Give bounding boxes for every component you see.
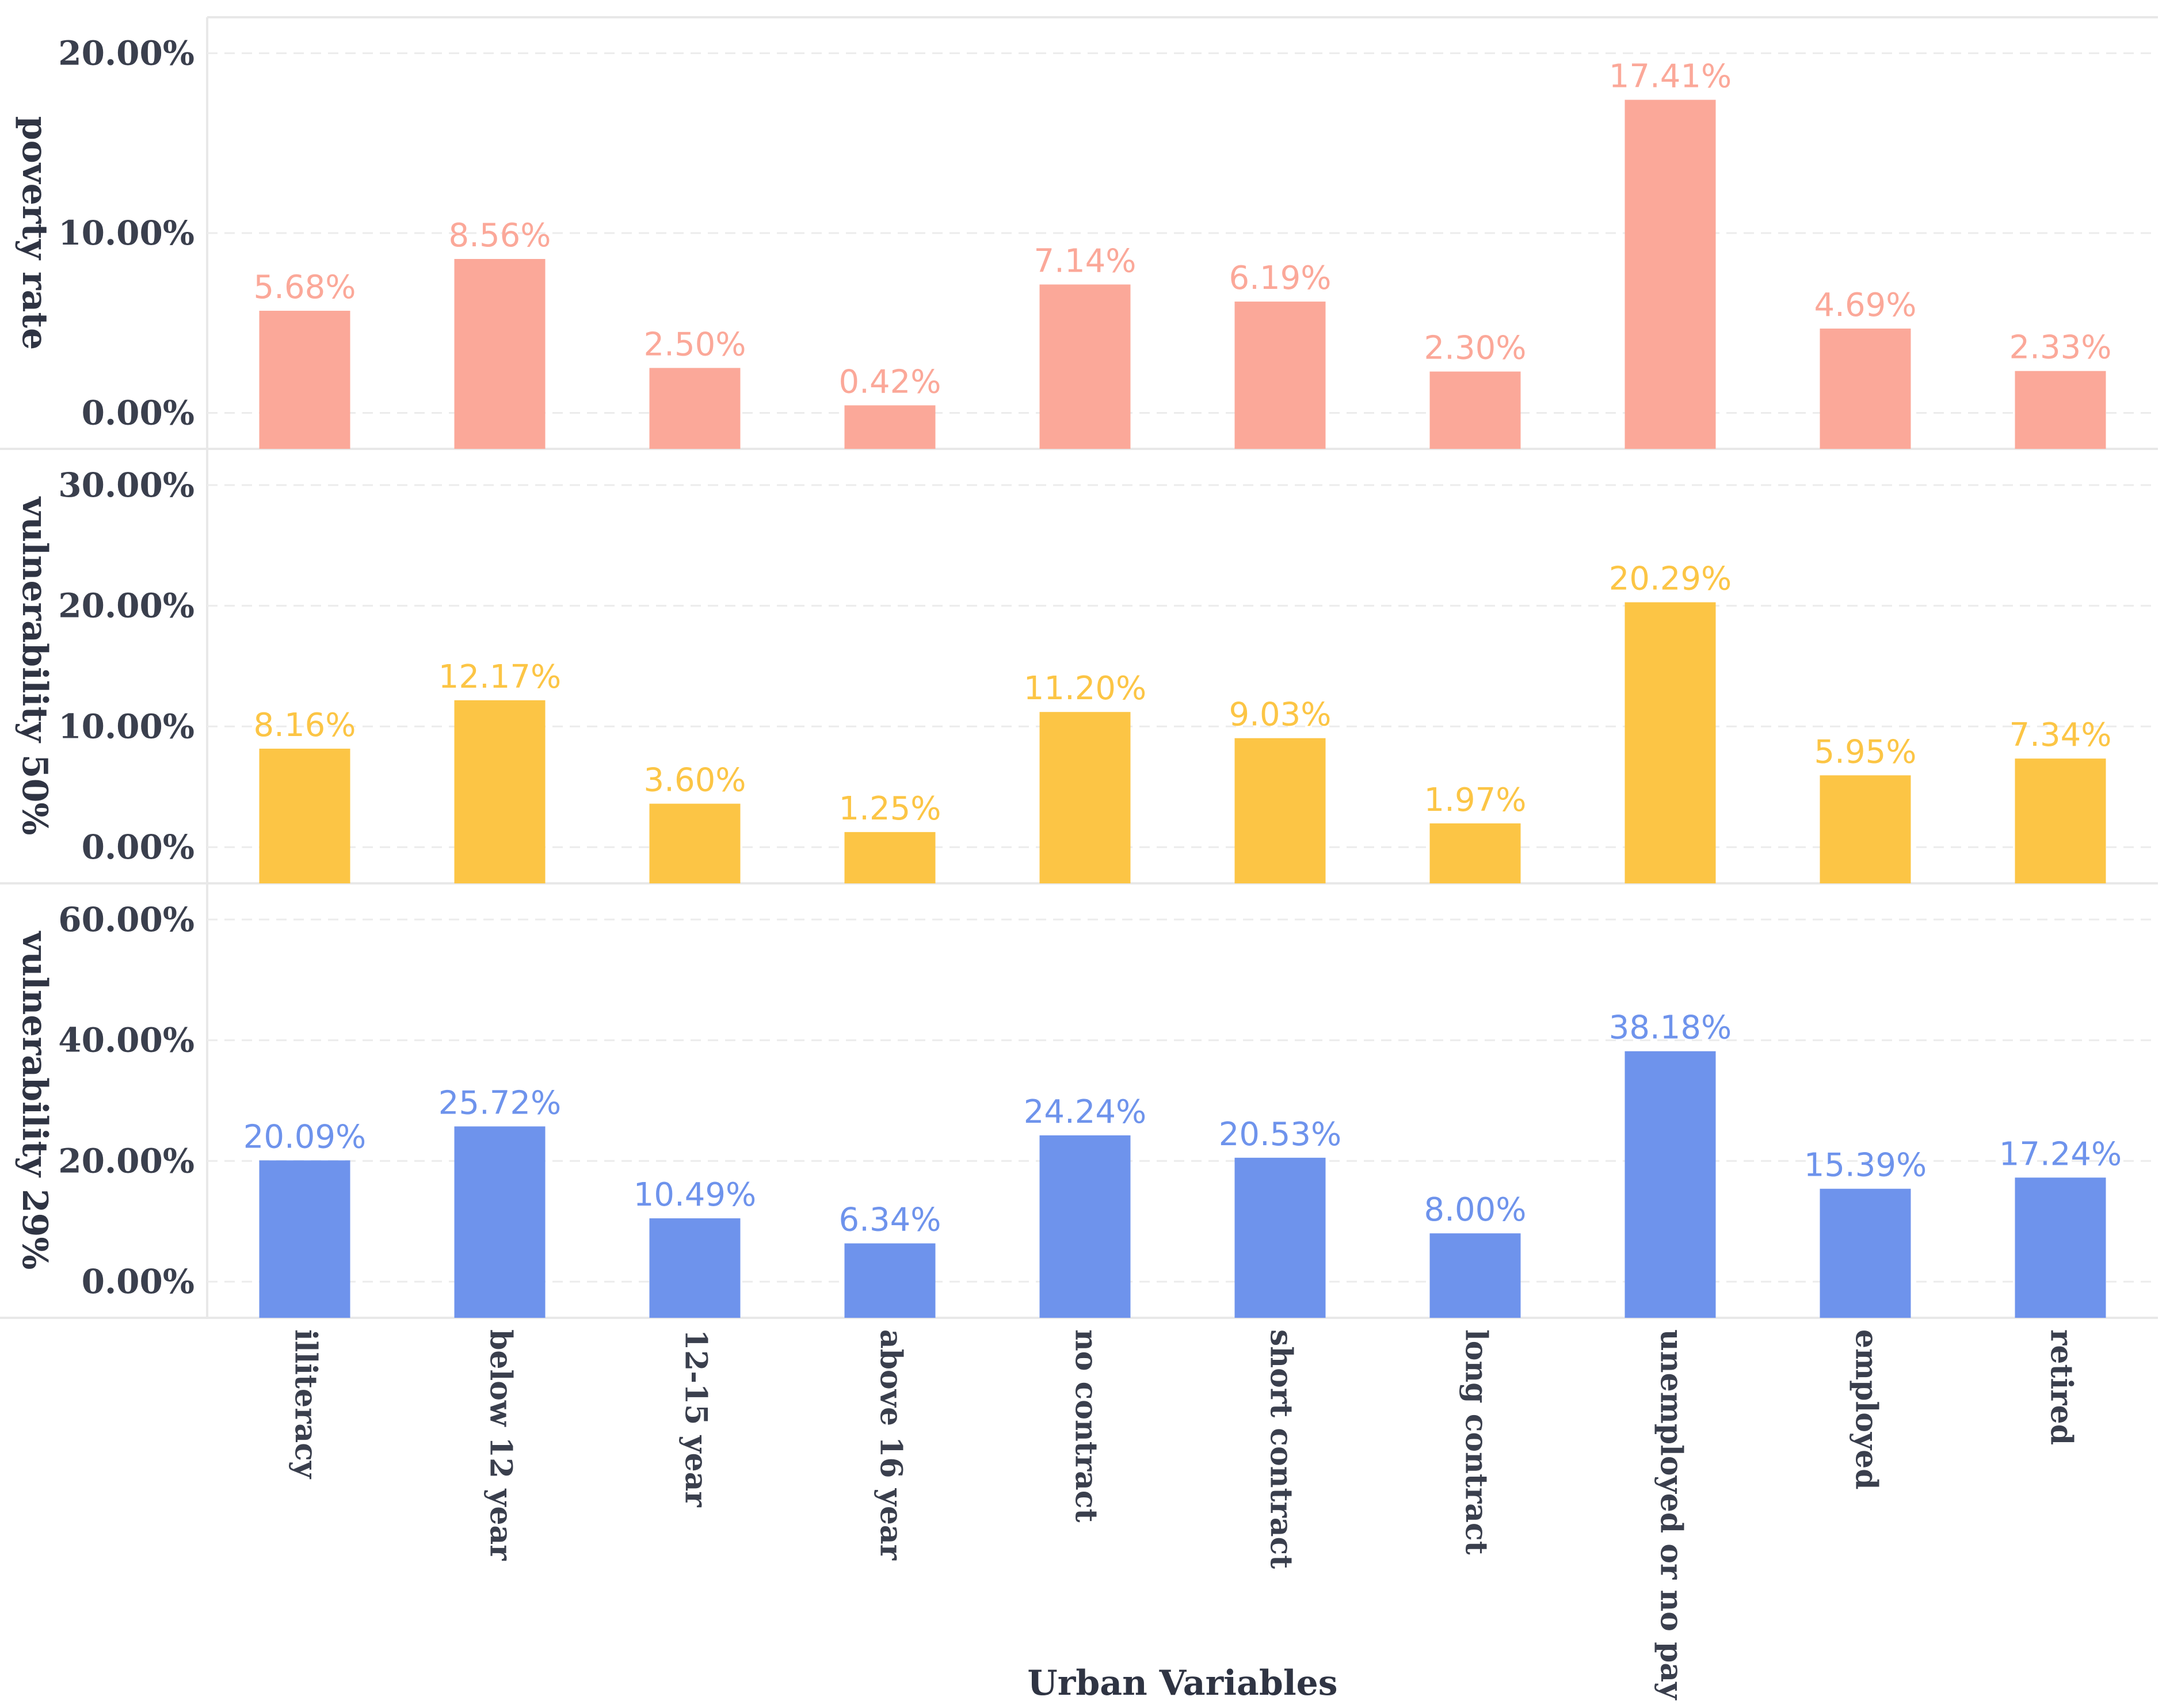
bar [2015,758,2106,883]
chart-panels: 0.00% 10.00% 20.00% poverty rate 5.68% 8.56% 2… [0,16,2158,1319]
bar [1039,712,1131,883]
data-label: 11.20% [1024,670,1147,707]
y-tick-label: 60.00% [58,900,195,939]
data-label: 20.53% [1219,1116,1342,1153]
data-label: 5.95% [1814,733,1917,771]
bar [1624,602,1716,883]
data-label: 15.39% [1804,1147,1927,1184]
category-label: employed [1849,1329,1884,1490]
bar [1234,302,1326,449]
bar [259,748,350,883]
data-label: 6.34% [839,1202,941,1239]
data-label: 9.03% [1229,696,1332,734]
y-tick-label: 0.00% [82,1262,195,1301]
bar [1624,100,1716,449]
bar [649,368,741,449]
y-tick-label: 10.00% [58,707,195,746]
bar [454,259,546,449]
category-label: illiteracy [288,1329,323,1480]
data-label: 8.16% [254,707,356,744]
category-label: above 16 year [874,1329,909,1561]
data-label: 17.24% [1999,1135,2122,1173]
y-tick-label: 20.00% [58,34,195,73]
panel-1: 0.00% 10.00% 20.00% poverty rate 5.68% 8.56% 2… [0,34,2158,450]
data-label: 25.72% [438,1084,562,1122]
bar [2015,1177,2106,1318]
bar [454,700,546,883]
data-label: 0.42% [839,363,941,401]
data-label: 4.69% [1814,287,1917,324]
bar [1234,738,1326,883]
x-axis-title: Urban Variables [1027,1663,1337,1703]
bar [454,1126,546,1318]
bar [649,803,741,883]
category-label: 12-15 year [678,1329,714,1507]
bar [1820,775,1911,883]
data-label: 6.19% [1229,260,1332,297]
data-label: 1.97% [1424,781,1527,819]
bar [844,405,936,449]
bar [844,832,936,883]
panel-2: 0.00% 10.00% 20.00% 30.00%vulnerability 50%… [0,466,2158,884]
data-label: 10.49% [634,1176,757,1214]
category-label: short contract [1264,1329,1299,1569]
y-tick-label: 20.00% [58,1141,195,1180]
data-label: 20.09% [243,1118,367,1156]
data-label: 7.14% [1034,242,1137,280]
category-label: long contract [1459,1329,1494,1555]
data-label: 8.56% [449,217,551,254]
bar [1820,1188,1911,1318]
data-label: 38.18% [1609,1009,1732,1047]
data-label: 8.00% [1424,1191,1527,1229]
bar [1234,1157,1326,1318]
data-label: 12.17% [438,658,562,696]
data-label: 3.60% [644,762,746,799]
data-label: 2.33% [2009,329,2112,367]
data-label: 20.29% [1609,561,1732,598]
bar [259,311,350,449]
y-tick-label: 10.00% [58,214,195,253]
data-label: 2.50% [644,326,746,363]
bar [1039,1135,1131,1318]
data-label: 7.34% [2009,716,2112,754]
y-axis-title: vulnerability 50% [14,496,55,836]
bar [1820,328,1911,449]
bar [2015,371,2106,449]
category-label: below 12 year [483,1329,518,1561]
bar [1429,371,1521,449]
bar [1429,1233,1521,1318]
y-tick-label: 0.00% [82,828,195,867]
category-label: no contract [1069,1329,1104,1523]
y-tick-label: 0.00% [82,394,195,433]
data-label: 2.30% [1424,330,1527,367]
data-label: 5.68% [254,269,356,306]
y-tick-label: 40.00% [58,1021,195,1060]
category-axis: illiteracy below 12 year 12-15 year above 1… [288,1329,2079,1701]
bar [649,1218,741,1318]
bar [1039,284,1131,449]
data-label: 1.25% [839,790,941,828]
y-axis-title: vulnerability 29% [14,931,55,1270]
category-label: retired [2044,1329,2079,1445]
y-axis-title: poverty rate [14,116,55,350]
bar [1429,823,1521,883]
panel-3: 0.00% 20.00% 40.00% 60.00%vulnerability 29%… [0,900,2158,1319]
bar [259,1160,350,1318]
data-label: 17.41% [1609,58,1732,95]
bar [844,1243,936,1318]
data-label: 24.24% [1024,1093,1147,1131]
y-tick-label: 20.00% [58,586,195,626]
bar [1624,1051,1716,1318]
category-label: unemployed or no pay [1654,1329,1689,1701]
y-tick-label: 30.00% [58,466,195,505]
